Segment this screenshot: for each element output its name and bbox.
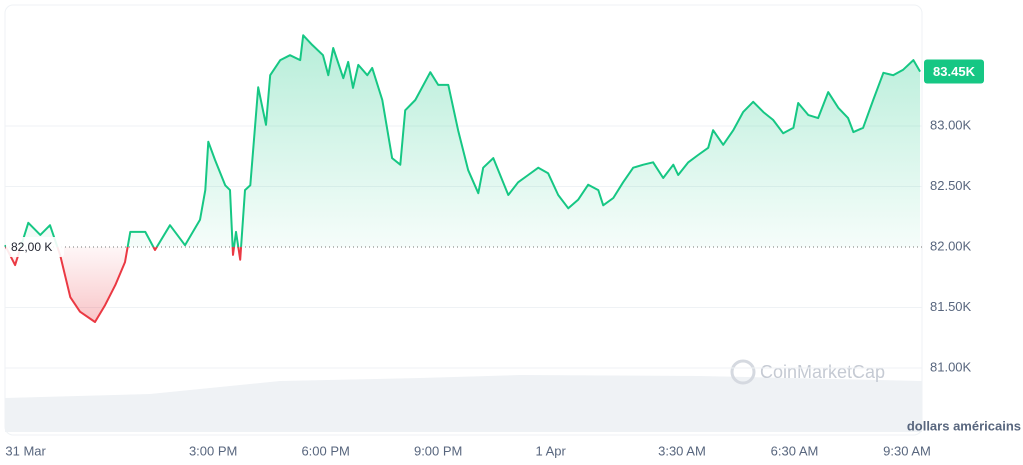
watermark-text: CoinMarketCap (760, 362, 885, 382)
baseline-label: 82,00 K (11, 240, 52, 254)
x-tick-label: 6:00 PM (301, 443, 349, 458)
x-tick-label: 6:30 AM (771, 443, 819, 458)
price-line (4, 34, 921, 323)
x-tick-label: 31 Mar (5, 443, 46, 458)
x-tick-label: 1 Apr (536, 443, 567, 458)
x-tick-label: 9:00 PM (414, 443, 462, 458)
y-tick-label: 81.50K (930, 299, 972, 314)
y-tick-label: 82.50K (930, 178, 972, 193)
plot-frame (4, 4, 923, 436)
currency-label: dollars américains (907, 418, 1021, 433)
price-tag: 83.45K (933, 64, 976, 79)
y-tick-label: 81.00K (930, 359, 972, 374)
baseline-label-bg (6, 237, 64, 257)
area-fill (5, 35, 921, 323)
x-tick-label: 3:30 AM (658, 443, 706, 458)
x-tick-label: 3:00 PM (189, 443, 237, 458)
x-tick-label: 9:30 AM (883, 443, 931, 458)
y-tick-label: 82.00K (930, 238, 972, 253)
price-tag-bg (924, 59, 984, 84)
volume-area (5, 375, 922, 432)
y-tick-label: 83.00K (930, 117, 972, 132)
watermark: CoinMarketCap (730, 359, 885, 385)
